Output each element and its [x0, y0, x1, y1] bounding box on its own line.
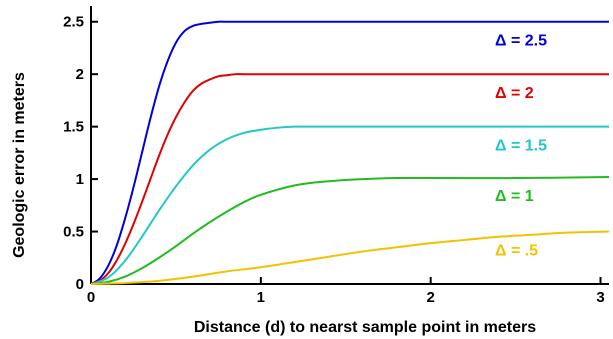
series-label-1: Δ = 2 — [495, 85, 534, 102]
x-tick-label: 1 — [257, 289, 265, 306]
y-tick-label: 0 — [76, 276, 84, 293]
series-lines — [90, 20, 610, 285]
x-axis-label: Distance (d) to nearst sample point in m… — [194, 319, 536, 336]
series-label-4: Δ = .5 — [495, 243, 538, 260]
x-tick-label: 2 — [427, 289, 435, 306]
x-tick-label: 3 — [596, 289, 604, 306]
series-label-2: Δ = 1.5 — [495, 138, 547, 155]
y-tick-label: 2 — [76, 66, 84, 83]
y-tick-label: 1 — [76, 171, 84, 188]
series-label-0: Δ = 2.5 — [495, 33, 547, 50]
y-tick-label: 0.5 — [63, 224, 84, 241]
series-line-2 — [90, 125, 609, 285]
series-line-4 — [90, 230, 610, 285]
series-labels: Δ = 2.5 Δ = 2 Δ = 1.5 Δ = 1 Δ = .5 — [495, 33, 547, 260]
series-label-3: Δ = 1 — [495, 188, 534, 205]
y-tick-label: 2.5 — [63, 14, 84, 31]
y-axis-label: Geologic error in meters — [11, 72, 28, 258]
x-tick-label: 0 — [87, 289, 95, 306]
axes: 0 0.5 1 1.5 2 2.5 0 1 2 3 — [63, 6, 609, 306]
y-tick-label: 1.5 — [63, 119, 84, 136]
series-line-0 — [90, 20, 609, 285]
series-line-3 — [90, 175, 610, 285]
series-line-1 — [90, 73, 609, 285]
